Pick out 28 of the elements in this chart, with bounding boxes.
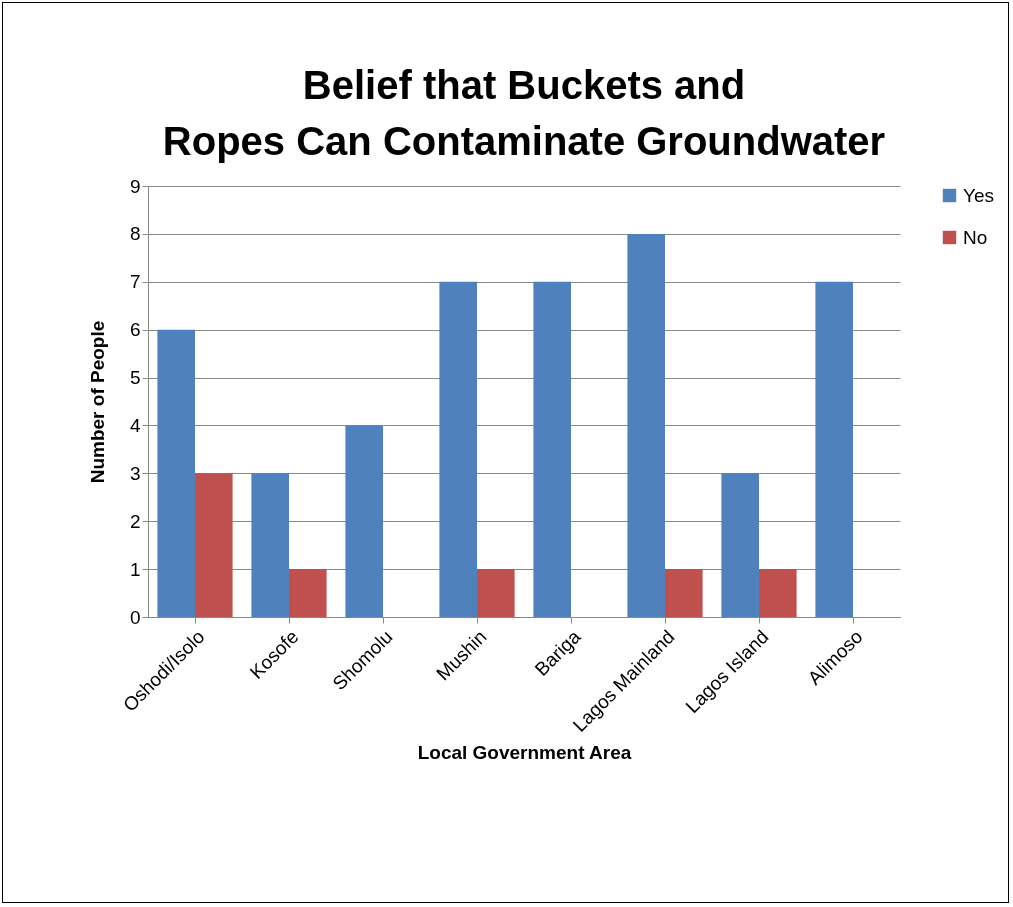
y-tick-label: 8 [129,223,141,245]
bar [345,425,383,617]
bar [289,569,327,617]
bar [251,473,289,617]
y-tick-label: 7 [129,271,141,293]
y-tick-label: 4 [129,414,141,436]
bar [627,233,665,617]
bar [157,329,195,617]
bar [533,281,571,617]
y-tick-label: 2 [129,510,141,532]
y-tick-label: 3 [129,462,141,484]
chart-title: Belief that Buckets and Ropes Can Contaminate Groundwater [162,63,886,163]
y-tick-label: 0 [129,606,141,628]
bar [721,473,759,617]
legend-label: No [963,226,988,248]
bar [439,281,477,617]
bar [665,569,703,617]
bar [759,569,797,617]
y-tick-label: 5 [129,367,141,389]
y-tick-label: 1 [129,558,141,580]
x-axis-title: Local Government Area [417,741,632,763]
bar [195,473,233,617]
legend-label: Yes [963,184,994,206]
y-axis-title: Number of People [86,320,108,484]
bar [815,281,853,617]
y-tick-label: 9 [129,175,141,197]
bar [477,569,515,617]
y-tick-label: 6 [129,319,141,341]
